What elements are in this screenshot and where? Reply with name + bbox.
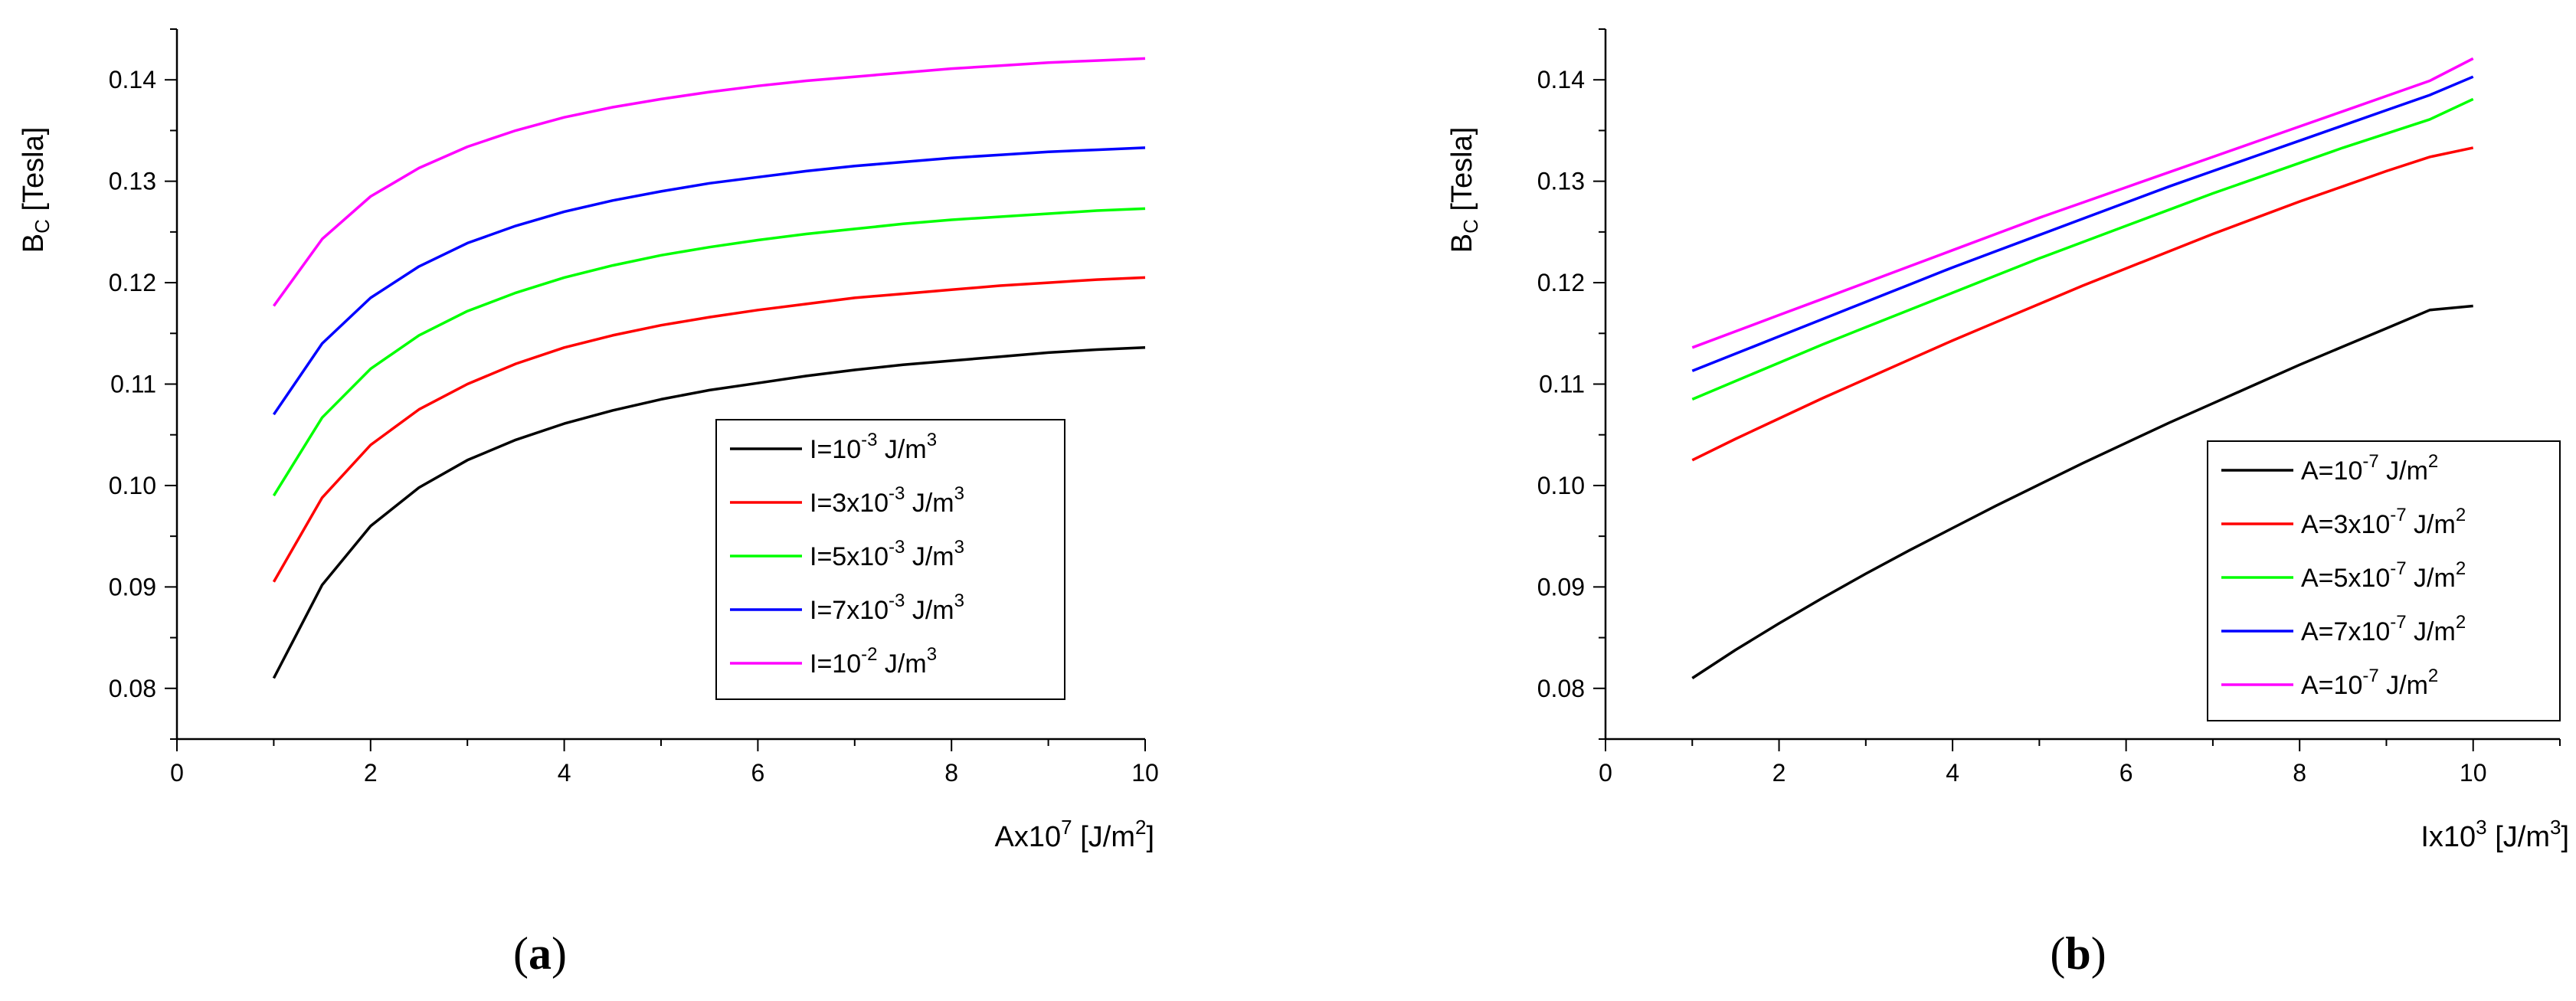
- x-tick-label: 4: [1946, 759, 1959, 787]
- x-tick-label: 0: [1599, 759, 1612, 787]
- legend: A=10-7 J/m2 A=3x10-7 J/m2 A=5x10-7 J/m2 A=7…: [2207, 440, 2561, 721]
- y-tick-label: 0.11: [1539, 371, 1585, 398]
- series-line-5: [1691, 57, 2474, 349]
- legend-box: [2207, 440, 2561, 721]
- x-tick-label: 2: [364, 759, 378, 787]
- x-axis-label: Ix103 [J/m3]: [2421, 816, 2569, 853]
- series-line-1: [1691, 304, 2473, 679]
- legend-label-1: A=10-7 J/m2: [2301, 451, 2438, 486]
- x-axis-label-unit-exponent: 3: [2550, 816, 2561, 839]
- y-tick-label: 0.12: [109, 269, 156, 296]
- x-axis-label-exponent: 7: [1061, 816, 1072, 839]
- x-tick-label: 0: [170, 759, 184, 787]
- y-tick-label: 0.09: [1537, 573, 1585, 600]
- x-axis-label-unit-exponent: 2: [1135, 816, 1146, 839]
- x-axis-label-bracket: ]: [2561, 821, 2569, 853]
- series-line-3: [1691, 97, 2474, 401]
- x-axis-label-base: Ax10: [995, 821, 1062, 853]
- series-line-2: [272, 276, 1146, 583]
- x-axis-label-base: Ix10: [2421, 821, 2476, 853]
- y-axis-label-subscript: C: [31, 219, 54, 234]
- x-tick-label: 4: [558, 759, 571, 787]
- y-tick-label: 0.11: [110, 371, 156, 398]
- x-axis-label-unit: [J/m: [1072, 821, 1135, 853]
- y-axis-label: BC [Tesla]: [18, 127, 54, 254]
- legend-label-4: A=7x10-7 J/m2: [2301, 612, 2466, 646]
- y-tick-label: 0.12: [1537, 269, 1585, 296]
- y-tick-label: 0.10: [109, 472, 156, 499]
- x-tick-label: 6: [751, 759, 765, 787]
- legend-label-5: I=10-2 J/m3: [810, 644, 937, 679]
- legend-label-3: A=5x10-7 J/m2: [2301, 558, 2466, 593]
- x-tick-label: 6: [2119, 759, 2133, 787]
- x-tick-label: 2: [1772, 759, 1786, 787]
- legend-label-3: I=5x10-3 J/m3: [810, 537, 964, 571]
- legend-label-5: A=10-7 J/m2: [2301, 666, 2438, 700]
- x-tick-label: 8: [2293, 759, 2306, 787]
- y-axis-label-base: B: [1446, 234, 1478, 253]
- x-tick-label: 10: [2460, 759, 2487, 787]
- y-tick-label: 0.13: [1537, 168, 1585, 195]
- series-line-4: [272, 146, 1146, 416]
- y-axis-label-unit: [Tesla]: [18, 127, 50, 219]
- y-tick-label: 0.14: [1537, 66, 1585, 93]
- panel-caption: (a): [513, 928, 567, 979]
- x-tick-label: 10: [1131, 759, 1159, 787]
- legend-label-4: I=7x10-3 J/m3: [810, 590, 964, 625]
- x-axis-label: Ax107 [J/m2]: [995, 816, 1154, 853]
- legend-box: [715, 419, 1065, 700]
- x-tick-label: 8: [944, 759, 958, 787]
- legend-label-1: I=10-3 J/m3: [810, 430, 937, 464]
- y-tick-label: 0.10: [1537, 472, 1585, 499]
- series-line-3: [272, 207, 1146, 497]
- x-axis-label-exponent: 3: [2476, 816, 2486, 839]
- y-tick-label: 0.13: [109, 168, 156, 195]
- y-tick-label: 0.09: [109, 573, 156, 600]
- y-tick-label: 0.14: [109, 66, 156, 93]
- x-axis-label-bracket: ]: [1146, 821, 1154, 853]
- panel-caption: (b): [2050, 928, 2106, 979]
- chart-panel-b: 0 2 4 6 8 10 0.08 0.09 0.10 0.11 0.12 0.13 0.14 BC [T…: [1446, 28, 2569, 979]
- legend-label-2: I=3x10-3 J/m3: [810, 483, 964, 518]
- legend: I=10-3 J/m3 I=3x10-3 J/m3 I=5x10-3 J/m3 I=7…: [715, 419, 1065, 700]
- series-line-5: [272, 57, 1146, 307]
- y-tick-label: 0.08: [1537, 675, 1585, 702]
- y-axis-label-subscript: C: [1459, 219, 1482, 234]
- y-tick-label: 0.08: [109, 675, 156, 702]
- y-axis-label-base: B: [18, 234, 50, 253]
- chart-panel-a: 0 2 4 6 8 10 0.08 0.09 0.10 0.11 0.12 0.13 0.14 BC [T…: [18, 28, 1159, 979]
- y-axis-label: BC [Tesla]: [1446, 127, 1482, 254]
- series-line-4: [1691, 75, 2474, 372]
- panel-caption-letter: a: [529, 928, 552, 979]
- series-line-2: [1691, 146, 2474, 462]
- series-line-1: [272, 346, 1146, 679]
- legend-label-2: A=3x10-7 J/m2: [2301, 505, 2466, 539]
- x-axis-label-unit: [J/m: [2487, 821, 2550, 853]
- y-axis-label-unit: [Tesla]: [1446, 127, 1478, 219]
- panel-caption-letter: b: [2065, 928, 2090, 979]
